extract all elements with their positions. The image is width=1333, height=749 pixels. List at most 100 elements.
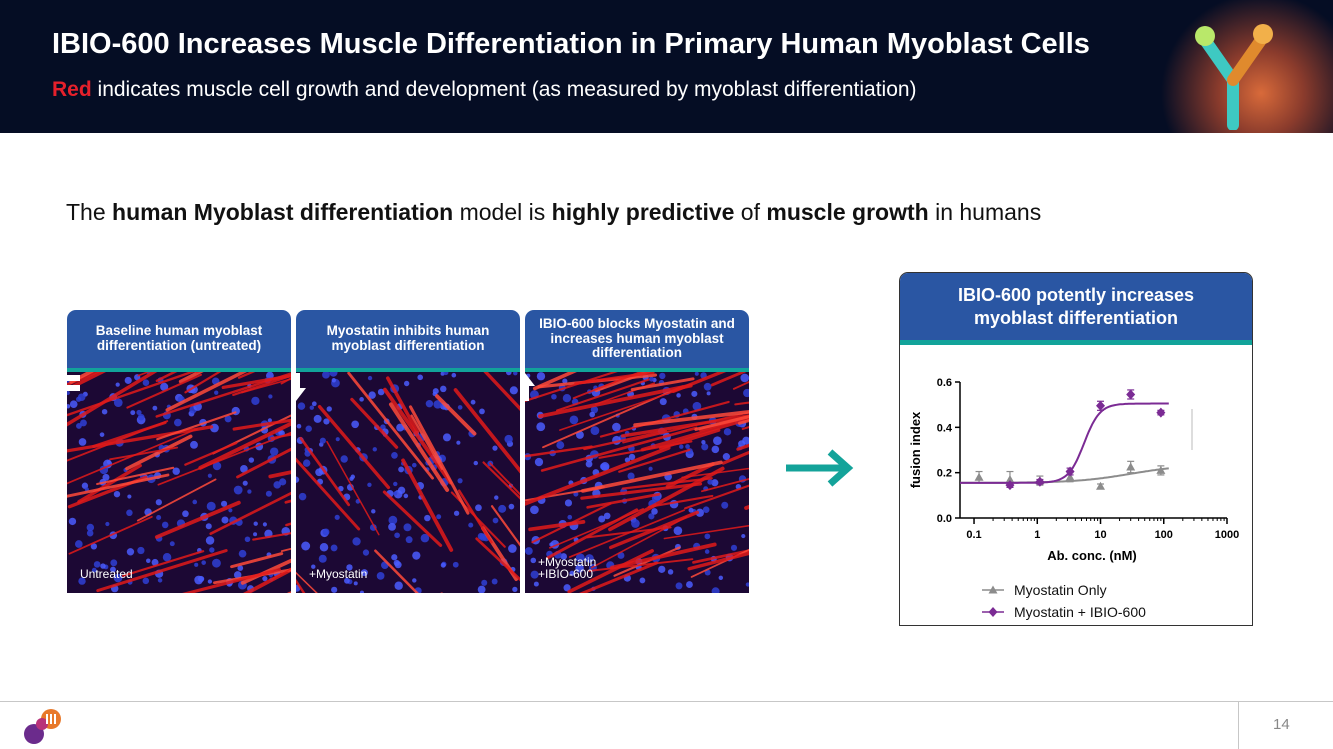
nucleus-dot [398,466,405,473]
myotube-fiber [67,425,214,453]
myotube-fiber [681,467,749,479]
nucleus-dot [194,562,199,567]
nucleus-dot [512,586,518,593]
myotube-fiber [77,463,142,504]
nucleus-dot [362,549,370,556]
legend-marker [988,607,998,617]
nucleus-dot [268,394,273,399]
nucleus-dot [253,532,258,537]
myotube-fiber [640,416,749,452]
nucleus-dot [397,486,406,495]
data-point [974,472,984,481]
data-point [1126,389,1136,400]
nucleus-dot [508,544,517,553]
myotube-fiber [388,402,450,492]
nucleus-dot [322,372,330,379]
myotube-fiber [572,372,644,400]
nucleus-dot [730,544,738,551]
nucleus-dot [100,563,106,569]
micrograph-fibers [296,372,520,593]
micrograph-label: +Myostatin +IBIO-600 [538,556,596,581]
nucleus-dot [453,510,460,516]
nucleus-dot [479,533,487,541]
nucleus-dot [318,554,327,563]
nucleus-dot [741,533,746,539]
myotube-fiber [599,400,730,438]
data-point [1065,466,1075,477]
nucleus-dot [412,578,417,583]
nucleus-dot [569,415,579,425]
myotube-fiber [386,376,420,434]
label-line: Untreated [80,567,133,582]
nucleus-dot [351,420,360,429]
myotube-fiber [67,372,196,417]
nucleus-dot [262,522,267,527]
nucleus-dot [600,462,610,471]
nucleus-dot [706,391,711,396]
nucleus-dot [279,478,287,486]
nucleus-dot [590,426,600,436]
myotube-fiber [242,567,291,593]
nucleus-dot [603,512,611,520]
chart-card-title: IBIO-600 potently increases myoblast dif… [900,273,1252,345]
nucleus-dot [113,573,123,583]
nucleus-dot [707,479,713,485]
nucleus-dot [391,554,398,561]
nucleus-dot [658,565,666,573]
nucleus-dot [701,443,709,451]
nucleus-dot [711,587,720,593]
nucleus-dot [207,579,213,584]
micrograph-background [296,372,520,593]
nucleus-dot [313,414,322,423]
nucleus-dot [506,372,512,376]
nucleus-dot [238,549,247,558]
nucleus-dot [412,551,421,560]
nucleus-dot [296,423,302,429]
myotube-fiber [69,372,94,384]
nucleus-dot [326,406,332,412]
x-tick-label: 0.1 [966,529,981,541]
nucleus-dot [417,374,424,381]
x-axis-label: Ab. conc. (nM) [1047,548,1137,563]
nucleus-dot [377,388,385,396]
micrograph-image: +Myostatin +IBIO-600 [525,372,749,593]
nucleus-dot [212,461,222,471]
nucleus-dot [742,436,749,445]
nucleus-dot [359,590,364,593]
nucleus-dot [477,585,486,593]
nucleus-dot [344,577,350,584]
nucleus-dot [388,515,398,525]
nucleus-dot [130,410,136,416]
nucleus-dot [393,481,398,487]
nucleus-dot [262,576,268,582]
nucleus-dot [685,444,690,449]
nucleus-dot [192,499,198,505]
nucleus-dot [509,386,518,395]
label-line: +Myostatin [538,554,597,569]
myotube-fiber [155,372,291,418]
nucleus-dot [240,465,248,473]
myotube-fiber [647,494,714,508]
myotube-fiber [694,414,749,431]
legend-marker [988,585,998,594]
nucleus-dot [598,515,606,523]
nucleus-dot [403,523,412,532]
nucleus-dot [137,546,145,555]
nucleus-dot [470,399,476,405]
nucleus-dot [67,390,70,396]
myotube-fiber [347,372,434,480]
nucleus-dot [221,516,229,524]
nucleus-dot [679,444,684,449]
nucleus-dot [504,434,513,444]
nucleus-dot [265,490,272,497]
y-tick-label: 0.6 [937,377,952,389]
x-tick-label: 100 [1155,529,1173,541]
nucleus-dot [442,433,451,442]
myotube-fiber [525,445,671,506]
myotube-fiber [232,374,291,397]
label-line: +IBIO-600 [538,567,594,582]
x-tick-label: 1 [1034,529,1040,541]
nucleus-dot [93,561,101,568]
nucleus-dot [311,401,317,407]
nucleus-dot [403,493,409,499]
